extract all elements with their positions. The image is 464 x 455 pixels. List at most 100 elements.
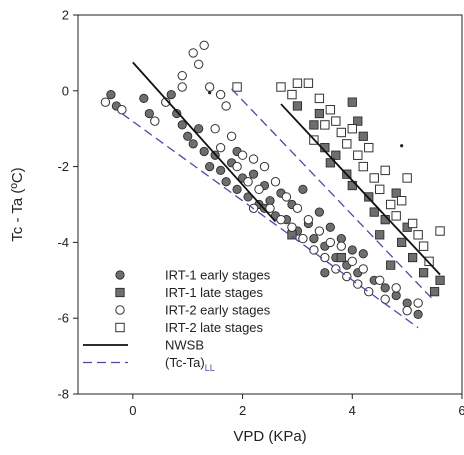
irt-2-early-stages-point [391,283,401,293]
irt-1-early-stages-point [309,234,319,244]
irt-2-late-stages-point [320,120,330,130]
irt-2-late-stages-point [314,93,325,104]
irt-2-early-stages-point [402,305,412,316]
legend-label-irt-1-early-stages: IRT-1 early stages [165,268,271,283]
irt-1-early-stages-point [325,222,335,232]
legend-label-irt-2-late-stages: IRT-2 late stages [165,320,264,335]
irt-2-late-stages-point [331,116,341,126]
irt-1-early-stages-point [358,249,368,259]
irt-2-early-stages-point [309,245,319,255]
irt-2-early-stages-point [270,177,281,187]
irt-2-early-stages-point [177,70,187,81]
annotation-dot [400,144,404,148]
plot-frame [77,14,463,395]
y-tick-label: 2 [62,8,69,23]
irt-1-late-stages-point [336,252,346,263]
irt-2-early-stages-point [265,203,275,213]
irt-1-late-stages-point [429,287,440,297]
irt-1-late-stages-point [331,150,341,160]
irt-2-early-stages-point [276,214,286,225]
irt-2-early-stages-point [215,89,226,100]
irt-2-early-stages-point [248,154,259,164]
irt-2-early-stages-point [314,226,325,236]
irt-2-early-stages-point [292,203,303,213]
irt-2-early-stages-point [375,275,385,285]
irt-1-late-stages-point [435,275,445,285]
irt-1-early-stages-point [106,89,116,100]
irt-2-late-stages-point [303,78,314,88]
y-axis-title: Tc - Ta (ºC) [9,167,26,241]
irt-2-early-stages-point [221,101,231,111]
irt-1-late-stages-point [418,268,429,278]
irt-2-early-stages-point [210,124,220,134]
irt-2-late-stages-point [424,256,434,267]
irt-1-early-stages-point [205,162,215,172]
irt-2-early-stages-point [358,264,368,274]
irt-1-late-stages-point [314,108,324,119]
irt-2-early-stages-point [215,142,226,153]
irt-2-late-stages-point [353,150,363,160]
irt-2-late-stages-point [396,196,407,206]
nwsb-line [132,61,277,223]
irt-2-late-stages-point [385,199,396,210]
y-tick-label: 0 [62,83,69,98]
lower-limit-line [231,88,436,302]
irt-1-late-stages-point [353,116,363,126]
irt-1-early-stages-point [183,131,193,141]
irt-2-late-stages-point [232,82,242,92]
irt-2-late-stages-point [287,89,297,100]
irt-1-early-stages-point [413,309,423,320]
irt-2-early-stages-point [226,131,237,141]
x-tick-label: 0 [129,403,136,418]
irt-1-early-stages-point [314,207,324,217]
irt-1-early-stages-point [166,89,176,100]
irt-2-early-stages-point [254,184,264,195]
irt-2-early-stages-point [199,40,209,51]
irt-1-early-stages-point [144,108,154,119]
y-tick-label: -4 [57,235,69,250]
irt-2-late-stages-point [407,218,418,229]
fit-lines [121,61,441,329]
legend-swatch-irt-2-late-stages [115,322,125,333]
legend-label-irt-2-early-stages: IRT-2 early stages [165,303,271,318]
irt-2-early-stages-point [298,233,308,244]
irt-1-early-stages-point [216,165,226,175]
irt-1-early-stages-point [139,93,149,103]
irt-2-late-stages-point [369,173,379,183]
irt-2-early-stages-point [281,192,292,202]
irt-2-early-stages-point [232,161,242,172]
irt-1-early-stages-point [347,245,357,255]
irt-2-late-stages-point [276,82,286,92]
data-markers [100,40,445,320]
irt-2-late-stages-point [292,78,303,88]
irt-1-early-stages-point [177,120,187,130]
y-tick-label: -8 [57,387,69,402]
irt-1-early-stages-point [188,139,198,149]
irt-1-early-stages-point [232,184,242,194]
irt-2-early-stages-point [150,116,160,126]
irt-2-early-stages-point [188,48,198,58]
irt-2-late-stages-point [358,161,368,172]
irt-1-late-stages-point [386,260,396,270]
irt-1-late-stages-point [408,252,418,263]
legend-label-tc-ta: (Tc-Ta)LL [165,355,215,373]
irt-1-late-stages-point [369,207,379,217]
irt-1-late-stages-point [397,237,407,247]
irt-2-early-stages-point [237,150,248,160]
irt-2-early-stages-point [336,241,347,251]
legend: IRT-1 early stages IRT-1 late stages IRT-2… [83,268,271,373]
irt-2-early-stages-point [204,82,215,92]
irt-2-early-stages-point [364,286,374,297]
irt-2-early-stages-point [193,59,204,69]
legend-label-nwsb: NWSB [165,338,204,353]
x-tick-label: 6 [458,403,464,418]
irt-2-early-stages-point [177,82,187,92]
irt-2-early-stages-point [259,161,270,172]
x-tick-label: 2 [239,403,246,418]
irt-1-early-stages-point [194,124,204,134]
irt-2-early-stages-point [325,237,336,248]
irt-2-early-stages-point [117,105,127,115]
irt-1-late-stages-point [309,120,319,130]
irt-2-late-stages-point [413,230,423,240]
